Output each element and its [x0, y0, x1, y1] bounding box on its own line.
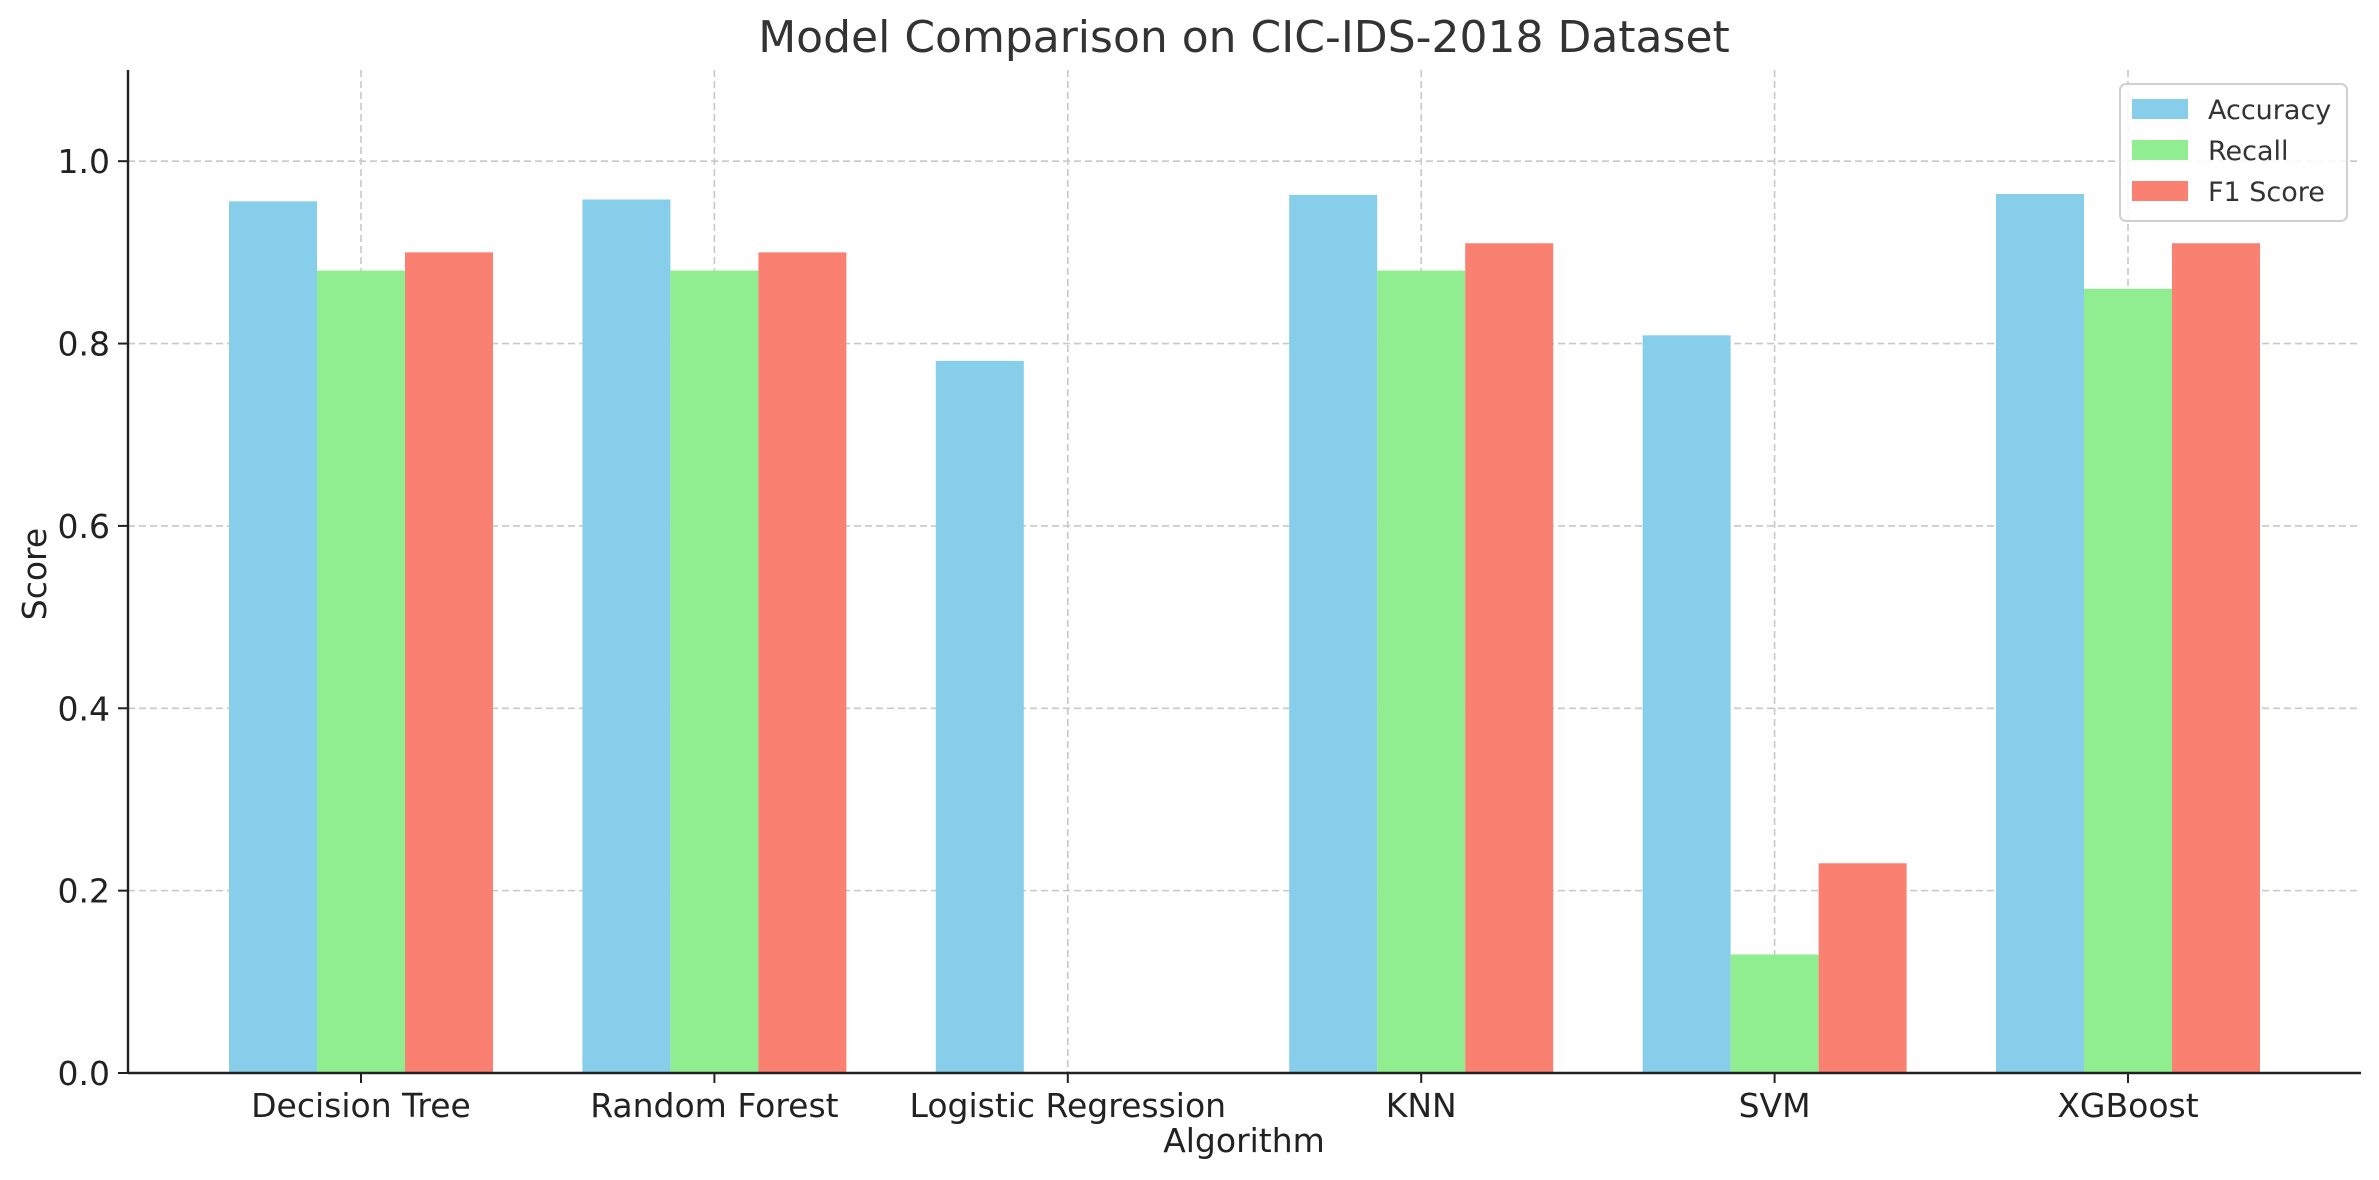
chart-title: Model Comparison on CIC-IDS-2018 Dataset — [758, 12, 1730, 63]
bar-accuracy — [935, 360, 1024, 1073]
y-tick-label: 0.8 — [58, 325, 110, 364]
y-tick-label: 0.4 — [58, 689, 110, 728]
x-tick-label: Random Forest — [590, 1086, 838, 1125]
y-tick-label: 1.0 — [58, 142, 110, 181]
x-tick-label: Decision Tree — [251, 1086, 471, 1125]
legend-label: Recall — [2208, 136, 2289, 167]
bar-f1-score — [1465, 243, 1554, 1073]
bar-recall — [2084, 288, 2172, 1073]
x-tick-label: SVM — [1739, 1086, 1811, 1125]
bar-accuracy — [1289, 194, 1378, 1074]
bars — [229, 194, 2260, 1074]
bar-f1-score — [405, 252, 493, 1073]
bar-accuracy — [229, 201, 317, 1073]
x-tick-label: KNN — [1386, 1086, 1457, 1125]
legend-label: F1 Score — [2208, 177, 2325, 208]
y-axis-title: Score — [15, 528, 54, 620]
y-tick-label: 0.2 — [58, 872, 110, 911]
bar-accuracy — [582, 199, 671, 1074]
legend-label: Accuracy — [2208, 95, 2331, 126]
bar-f1-score — [2172, 243, 2260, 1073]
legend: Accuracy Recall F1 Score — [2119, 83, 2348, 222]
bar-accuracy — [1996, 194, 2084, 1074]
tick-labels: 0.0 0.2 0.4 0.6 0.8 1.0 Decision Tree Random Fo… — [58, 142, 2199, 1125]
bar-recall — [1730, 954, 1819, 1073]
bar-f1-score — [758, 252, 847, 1073]
x-axis-title: Algorithm — [1163, 1121, 1325, 1160]
bar-recall — [670, 270, 759, 1074]
x-tick-label: XGBoost — [2057, 1086, 2198, 1125]
x-tick-label: Logistic Regression — [910, 1086, 1227, 1125]
legend-swatch — [2132, 181, 2188, 201]
bar-f1-score — [1818, 863, 1907, 1073]
axes — [118, 70, 2361, 1083]
legend-swatch — [2132, 99, 2188, 119]
legend-swatch — [2132, 140, 2188, 160]
y-tick-label: 0.0 — [58, 1054, 110, 1093]
bar-recall — [1377, 270, 1466, 1074]
y-tick-label: 0.6 — [58, 507, 110, 546]
bar-accuracy — [1642, 335, 1731, 1073]
bar-recall — [317, 270, 405, 1074]
